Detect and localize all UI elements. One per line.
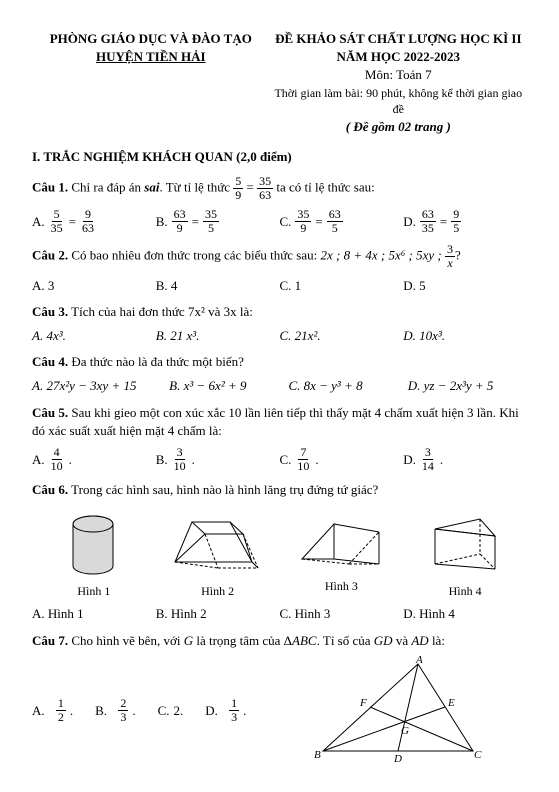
- q5-text: Sau khi gieo một con xúc xắc 10 lần liên…: [32, 405, 519, 438]
- q5-opt-b: B.310.: [156, 446, 280, 473]
- q1-opt-d: D. 6335=95: [403, 208, 527, 235]
- question-2: Câu 2. Có bao nhiêu đơn thức trong các b…: [32, 243, 527, 270]
- q2-opt-b: B. 4: [156, 277, 280, 295]
- school-year: NĂM HỌC 2022-2023: [270, 48, 527, 66]
- header-left: PHÒNG GIÁO DỤC VÀ ĐÀO TẠO HUYỆN TIỀN HẢI: [32, 30, 270, 136]
- q1-options: A. 535=963 B. 639=355 C. 359=635 D. 6335…: [32, 208, 527, 235]
- q1-text-c: ta có tỉ lệ thức sau:: [276, 179, 374, 194]
- q7-opt-d: D. 13.: [205, 697, 246, 724]
- q2-opt-d: D. 5: [403, 277, 527, 295]
- q7-options: A. 12. B. 23. C.2. D. 13.: [32, 697, 246, 724]
- q2-label: Câu 2.: [32, 248, 68, 263]
- cylinder-icon: [66, 514, 121, 579]
- org-line-1: PHÒNG GIÁO DỤC VÀ ĐÀO TẠO: [32, 30, 270, 48]
- q6-opt-c: C. Hình 3: [280, 605, 404, 623]
- q6-opt-b: B. Hình 2: [156, 605, 280, 623]
- q2-opt-a: A. 3: [32, 277, 156, 295]
- svg-text:B: B: [314, 749, 321, 761]
- cap-4: Hình 4: [410, 583, 520, 600]
- svg-text:E: E: [447, 697, 455, 709]
- q7-opt-b: B. 23.: [95, 697, 135, 724]
- cap-3: Hình 3: [286, 578, 396, 595]
- q5-opt-a: A.410.: [32, 446, 156, 473]
- q3-opt-c: C. 21x².: [280, 327, 404, 345]
- q6-options: A. Hình 1 B. Hình 2 C. Hình 3 D. Hình 4: [32, 605, 527, 623]
- q4-label: Câu 4.: [32, 354, 68, 369]
- svg-text:A: A: [415, 656, 423, 666]
- triangular-prism-icon: [294, 514, 389, 574]
- shape-1: Hình 1: [39, 514, 149, 600]
- page-header: PHÒNG GIÁO DỤC VÀ ĐÀO TẠO HUYỆN TIỀN HẢI…: [32, 30, 527, 136]
- q4-opt-a: A. 27x²y − 3xy + 15: [32, 377, 169, 395]
- triangular-prism-vert-icon: [425, 514, 505, 579]
- shape-3: Hình 3: [286, 514, 396, 600]
- q4-options: A. 27x²y − 3xy + 15 B. x³ − 6x² + 9 C. 8…: [32, 377, 527, 395]
- q2-opt-c: C. 1: [280, 277, 404, 295]
- question-6: Câu 6. Trong các hình sau, hình nào là h…: [32, 481, 527, 499]
- q3-text: Tích của hai đơn thức 7x² và 3x là:: [71, 304, 253, 319]
- question-4: Câu 4. Đa thức nào là đa thức một biến?: [32, 353, 527, 371]
- q6-shapes-row: Hình 1 Hình 2 Hình 3: [32, 514, 527, 600]
- q3-opt-a: A. 4x³.: [32, 327, 156, 345]
- q1-text-b: . Từ tỉ lệ thức: [159, 179, 233, 194]
- q1-opt-c: C. 359=635: [280, 208, 404, 235]
- q4-text: Đa thức nào là đa thức một biến?: [71, 354, 244, 369]
- q6-opt-d: D. Hình 4: [403, 605, 527, 623]
- cap-1: Hình 1: [39, 583, 149, 600]
- section-title: I. TRẮC NGHIỆM KHÁCH QUAN (2,0 điểm): [32, 148, 527, 166]
- q1-sai: sai: [144, 179, 159, 194]
- subject: Môn: Toán 7: [270, 66, 527, 84]
- q7-opt-a: A. 12.: [32, 697, 73, 724]
- q7-opt-c: C.2.: [158, 702, 184, 720]
- trapezoid-prism-icon: [170, 514, 265, 579]
- question-3: Câu 3. Tích của hai đơn thức 7x² và 3x l…: [32, 303, 527, 321]
- time-note: Thời gian làm bài: 90 phút, không kể thờ…: [270, 85, 527, 119]
- q1-label: Câu 1.: [32, 179, 68, 194]
- q5-options: A.410. B.310. C.710. D.314.: [32, 446, 527, 473]
- q2-text-a: Có bao nhiêu đơn thức trong các biểu thứ…: [71, 248, 320, 263]
- q7-body: A. 12. B. 23. C.2. D. 13. A B C D E F G: [32, 656, 527, 766]
- q4-opt-d: D. yz − 2x³y + 5: [408, 377, 527, 395]
- svg-text:F: F: [359, 697, 367, 709]
- q6-label: Câu 6.: [32, 482, 68, 497]
- triangle-centroid-icon: A B C D E F G: [308, 656, 483, 766]
- q3-options: A. 4x³. B. 21 x³. C. 21x². D. 10x³.: [32, 327, 527, 345]
- header-right: ĐỀ KHẢO SÁT CHẤT LƯỢNG HỌC KÌ II NĂM HỌC…: [270, 30, 527, 136]
- q1-text-a: Chỉ ra đáp án: [71, 179, 144, 194]
- q3-opt-b: B. 21 x³.: [156, 327, 280, 345]
- q2-frac: 3x: [445, 243, 455, 270]
- q5-label: Câu 5.: [32, 405, 68, 420]
- svg-text:D: D: [393, 753, 402, 765]
- svg-text:C: C: [474, 749, 482, 761]
- question-7: Câu 7. Cho hình vẽ bên, với G là trọng t…: [32, 632, 527, 650]
- org-line-2: HUYỆN TIỀN HẢI: [32, 48, 270, 66]
- q5-opt-c: C.710.: [280, 446, 404, 473]
- q6-text: Trong các hình sau, hình nào là hình lăn…: [71, 482, 378, 497]
- q3-opt-d: D. 10x³.: [403, 327, 527, 345]
- shape-2: Hình 2: [163, 514, 273, 600]
- q1-opt-b: B. 639=355: [156, 208, 280, 235]
- q3-label: Câu 3.: [32, 304, 68, 319]
- q2-expr: 2x ; 8 + 4x ; 5x⁶ ; 5xy ;: [321, 248, 442, 263]
- question-1: Câu 1. Chỉ ra đáp án sai. Từ tỉ lệ thức …: [32, 175, 527, 202]
- q1-frac-l: 59: [233, 175, 243, 202]
- q4-opt-c: C. 8x − y³ + 8: [288, 377, 407, 395]
- q1-frac-r: 3563: [257, 175, 273, 202]
- q5-opt-d: D.314.: [403, 446, 527, 473]
- shape-4: Hình 4: [410, 514, 520, 600]
- q2-options: A. 3 B. 4 C. 1 D. 5: [32, 277, 527, 295]
- question-5: Câu 5. Sau khi gieo một con xúc xắc 10 l…: [32, 404, 527, 440]
- page-count: ( Đề gồm 02 trang ): [270, 118, 527, 136]
- q1-opt-a: A. 535=963: [32, 208, 156, 235]
- q7-text-a: Cho hình vẽ bên, với: [71, 633, 183, 648]
- q4-opt-b: B. x³ − 6x² + 9: [169, 377, 288, 395]
- cap-2: Hình 2: [163, 583, 273, 600]
- q6-opt-a: A. Hình 1: [32, 605, 156, 623]
- exam-title: ĐỀ KHẢO SÁT CHẤT LƯỢNG HỌC KÌ II: [270, 30, 527, 48]
- q7-label: Câu 7.: [32, 633, 68, 648]
- svg-text:G: G: [401, 725, 409, 737]
